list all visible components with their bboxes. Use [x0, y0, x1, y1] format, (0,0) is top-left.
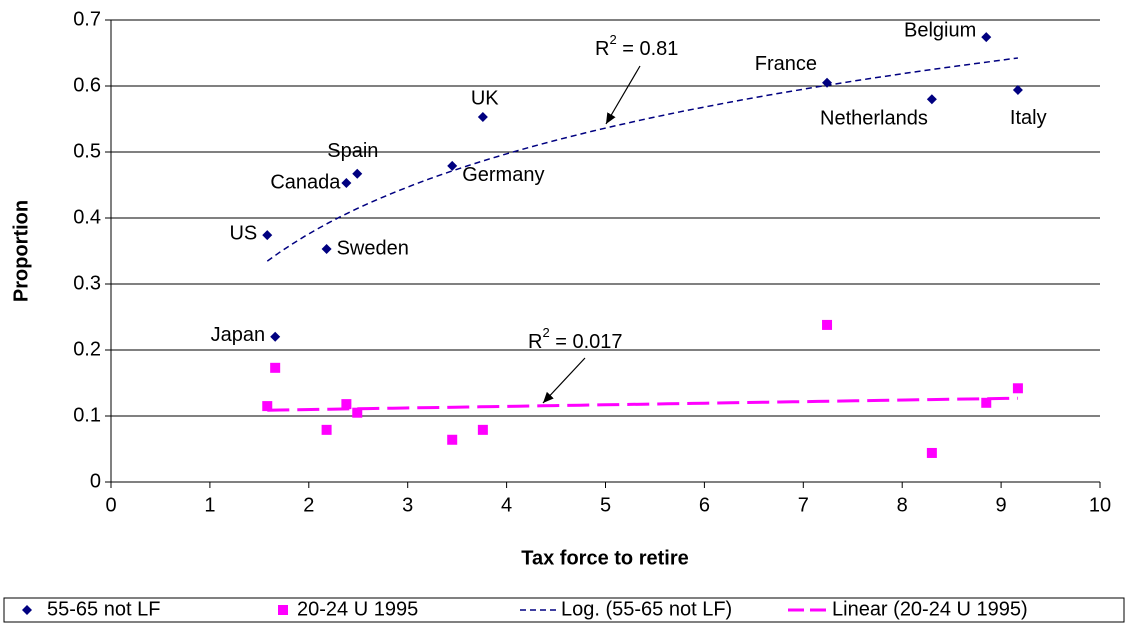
- point: [477, 424, 488, 435]
- y-tick-label: 0: [90, 470, 101, 492]
- point: [262, 401, 273, 412]
- point: [477, 112, 488, 123]
- x-tick-label: 9: [996, 494, 1007, 516]
- y-tick-label: 0.3: [73, 272, 101, 294]
- y-tick-label: 0.7: [73, 8, 101, 30]
- point: [352, 168, 363, 179]
- point-label: Italy: [1010, 107, 1047, 129]
- point: [447, 434, 458, 445]
- y-axis-title: Proportion: [10, 200, 32, 302]
- r2-rest: = 0.017: [550, 331, 623, 353]
- point: [321, 244, 332, 255]
- x-tick-label: 10: [1089, 494, 1111, 516]
- point-label: France: [755, 53, 817, 75]
- legend-label: 20-24 U 1995: [297, 598, 418, 620]
- legend-marker: [278, 605, 288, 615]
- point-label: Japan: [211, 324, 266, 346]
- point-label: Germany: [462, 164, 544, 186]
- point: [341, 178, 352, 189]
- point: [1012, 383, 1023, 394]
- x-axis-title: Tax force to retire: [521, 547, 688, 569]
- point-label: Sweden: [337, 237, 409, 259]
- point-label: Belgium: [904, 19, 976, 41]
- point: [447, 160, 458, 171]
- x-tick-label: 4: [501, 494, 512, 516]
- r2-rest: = 0.81: [617, 38, 679, 60]
- r2-annotation: R2 = 0.81: [595, 32, 678, 60]
- x-tick-label: 7: [798, 494, 809, 516]
- point: [270, 331, 281, 342]
- point-label: US: [229, 222, 257, 244]
- point-label: UK: [471, 87, 499, 109]
- legend-marker: [22, 605, 32, 615]
- annotation-arrow: [542, 357, 586, 404]
- point: [981, 32, 992, 43]
- legend-label: Log. (55-65 not LF): [561, 598, 732, 620]
- point: [270, 362, 281, 373]
- point: [1012, 84, 1023, 95]
- point-label: Canada: [270, 171, 341, 193]
- point: [926, 94, 937, 105]
- y-tick-label: 0.6: [73, 74, 101, 96]
- x-tick-label: 0: [105, 494, 116, 516]
- x-tick-label: 8: [897, 494, 908, 516]
- trend-line: [266, 57, 1018, 262]
- point: [352, 407, 363, 418]
- point: [926, 447, 937, 458]
- x-tick-label: 2: [303, 494, 314, 516]
- point: [981, 397, 992, 408]
- legend-label: 55-65 not LF: [47, 598, 160, 620]
- y-tick-label: 0.1: [73, 404, 101, 426]
- r2-sup: 2: [542, 325, 549, 340]
- r2-annotation: R2 = 0.017: [528, 325, 623, 353]
- point: [822, 319, 833, 330]
- y-tick-label: 0.5: [73, 140, 101, 162]
- point: [341, 399, 352, 410]
- x-tick-label: 3: [402, 494, 413, 516]
- point-label: Netherlands: [820, 107, 928, 129]
- trend-line: [267, 396, 1018, 412]
- x-tick-label: 1: [204, 494, 215, 516]
- point: [321, 424, 332, 435]
- r2-base: R: [595, 38, 609, 60]
- legend-box: [3, 597, 1125, 623]
- point-label: Spain: [327, 140, 378, 162]
- point: [262, 230, 273, 241]
- y-tick-label: 0.4: [73, 206, 101, 228]
- x-tick-label: 6: [699, 494, 710, 516]
- x-tick-label: 5: [600, 494, 611, 516]
- y-tick-label: 0.2: [73, 338, 101, 360]
- r2-base: R: [528, 331, 542, 353]
- point: [822, 77, 833, 88]
- legend-label: Linear (20-24 U 1995): [832, 598, 1028, 620]
- r2-sup: 2: [609, 32, 616, 47]
- annotation-arrow: [605, 65, 641, 125]
